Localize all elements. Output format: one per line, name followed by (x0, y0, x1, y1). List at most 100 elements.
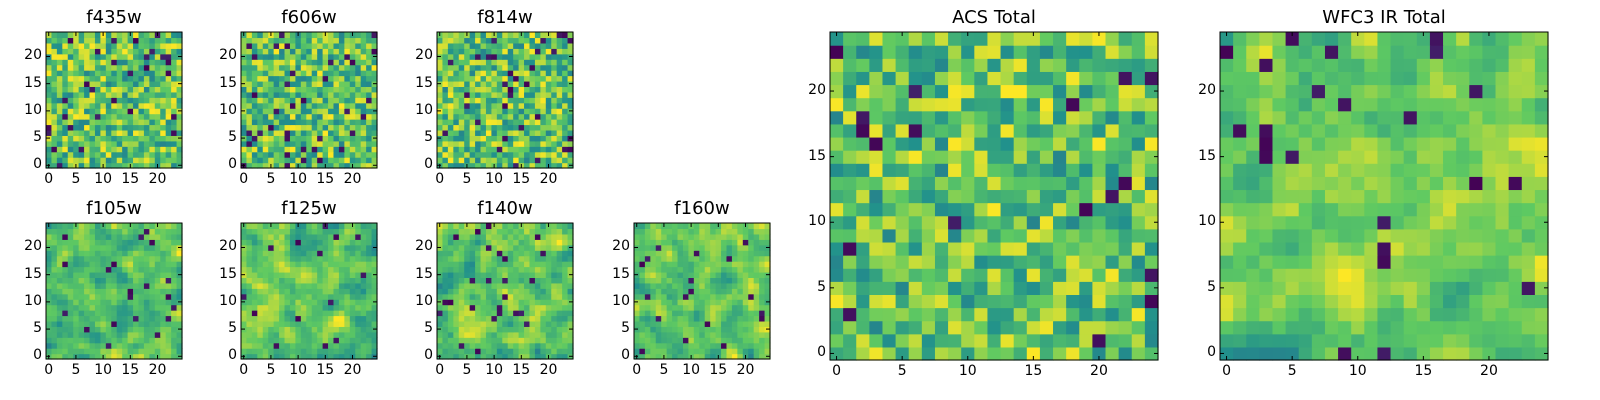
heatmap-cell (551, 331, 558, 338)
heatmap-cell (551, 102, 558, 109)
heatmap-cell (100, 293, 107, 300)
heatmap-cell (710, 299, 717, 306)
heatmap-cell (257, 37, 264, 44)
heatmap-cell (987, 333, 1002, 348)
heatmap-cell (344, 282, 351, 289)
heatmap-cell (469, 293, 476, 300)
heatmap-cell (551, 293, 558, 300)
heatmap-cell (480, 129, 487, 136)
heatmap-cell (300, 86, 307, 93)
heatmap-cell (127, 320, 134, 327)
heatmap-cell (349, 97, 356, 104)
heatmap-cell (176, 288, 183, 295)
heatmap-cell (322, 97, 329, 104)
heatmap-cell (355, 70, 362, 77)
heatmap-cell (453, 326, 460, 333)
heatmap-cell (111, 140, 118, 147)
heatmap-cell (317, 48, 324, 55)
heatmap-cell (562, 233, 569, 240)
heatmap-cell (251, 250, 258, 257)
heatmap-cell (262, 271, 269, 278)
heatmap-cell (56, 223, 63, 230)
heatmap-cell (127, 75, 134, 82)
heatmap-cell (464, 53, 471, 60)
heatmap-cell (241, 91, 248, 98)
heatmap-cell (273, 42, 280, 49)
heatmap-cell (1053, 163, 1067, 177)
heatmap-cell (464, 299, 471, 306)
heatmap-cell (496, 32, 503, 39)
heatmap-cell (540, 315, 547, 322)
heatmap-cell (360, 320, 367, 327)
heatmap-cell (562, 304, 569, 311)
heatmap-cell (317, 75, 324, 82)
heatmap-cell (737, 353, 744, 360)
heatmap-cell (529, 48, 536, 55)
heatmap-cell (122, 250, 129, 257)
heatmap-cell (748, 288, 755, 295)
heatmap-cell (295, 108, 302, 115)
heatmap-cell (524, 299, 531, 306)
heatmap-cell (442, 48, 449, 55)
heatmap-cell (442, 266, 449, 273)
heatmap-cell (62, 48, 69, 55)
heatmap-cell (251, 320, 258, 327)
heatmap-cell (551, 162, 558, 169)
heatmap-cell (246, 129, 253, 136)
heatmap-cell (366, 124, 373, 131)
heatmap-cell (349, 293, 356, 300)
heatmap-cell (273, 310, 280, 317)
heatmap-cell (257, 223, 264, 230)
heatmap-cell (241, 266, 248, 273)
heatmap-cell (273, 151, 280, 158)
heatmap-cell (634, 266, 641, 273)
heatmap-cell (306, 320, 313, 327)
heatmap-cell (111, 331, 118, 338)
heatmap-cell (529, 337, 536, 344)
heatmap-cell (480, 233, 487, 240)
heatmap-cell (317, 239, 324, 246)
heatmap-cell (366, 282, 373, 289)
heatmap-cell (634, 331, 641, 338)
heatmap-cell (480, 223, 487, 230)
heatmap-cell (491, 293, 498, 300)
heatmap-cell (524, 59, 531, 66)
heatmap-cell (62, 277, 69, 284)
heatmap-cell (567, 48, 574, 55)
heatmap-cell (480, 310, 487, 317)
heatmap-cell (105, 288, 112, 295)
heatmap-cell (160, 266, 167, 273)
heatmap-cell (333, 64, 340, 71)
heatmap-cell (491, 37, 498, 44)
heatmap-cell (491, 326, 498, 333)
heatmap-cell (333, 108, 340, 115)
heatmap-cell (366, 277, 373, 284)
heatmap-cell (355, 255, 362, 262)
panel-f105w: f105w 0 5 10 15 20 0 5 10 15 20 (0, 190, 200, 400)
heatmap-cell (100, 97, 107, 104)
heatmap-cell (349, 310, 356, 317)
heatmap-cell (1131, 228, 1146, 243)
heatmap-cell (693, 271, 700, 278)
heatmap-cell (556, 151, 563, 158)
heatmap-cell (94, 304, 101, 311)
heatmap-cell (73, 277, 80, 284)
heatmap-cell (176, 250, 183, 257)
heatmap-cell (518, 299, 525, 306)
heatmap-cell (289, 255, 296, 262)
heatmap-cell (295, 42, 302, 49)
heatmap-cell (704, 304, 711, 311)
heatmap-cell (89, 282, 96, 289)
heatmap-cell (262, 342, 269, 349)
heatmap-cell (116, 250, 123, 257)
heatmap-cell (279, 228, 286, 235)
heatmap-cell (84, 86, 91, 93)
heatmap-cell (333, 91, 340, 98)
heatmap-cell (453, 244, 460, 251)
heatmap-cell (556, 140, 563, 147)
heatmap-cell (246, 261, 253, 268)
heatmap-cell (116, 315, 123, 322)
heatmap-cell (480, 228, 487, 235)
heatmap-cell (111, 135, 118, 142)
heatmap-cell (333, 271, 340, 278)
